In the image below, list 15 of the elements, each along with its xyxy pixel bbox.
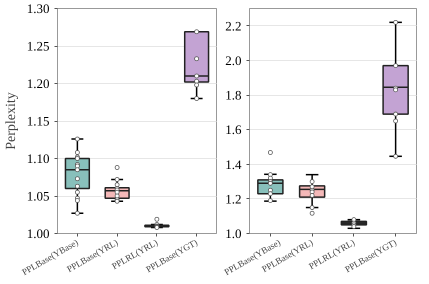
y-tick-label: 1.4 <box>225 156 242 172</box>
y-tick-label: 2.0 <box>225 52 242 68</box>
y-tick-label: 2.2 <box>225 18 242 34</box>
y-tick-label: 1.00 <box>26 226 50 241</box>
y-tick-label: 1.6 <box>225 122 242 138</box>
y-tick-label: 1.05 <box>26 188 50 204</box>
y-tick-label: 1.0 <box>225 226 242 241</box>
y-tick-label: 1.30 <box>26 1 50 16</box>
y-tick-label: 1.15 <box>26 114 50 128</box>
y-axis-title: Perplexity <box>4 92 19 150</box>
y-tick-label: 1.8 <box>225 88 242 103</box>
y-tick-label: 1.25 <box>26 38 50 54</box>
y-tick-label: 1.2 <box>225 191 242 206</box>
y-tick-label: 1.10 <box>26 151 50 166</box>
y-tick-label: 1.20 <box>26 76 50 91</box>
